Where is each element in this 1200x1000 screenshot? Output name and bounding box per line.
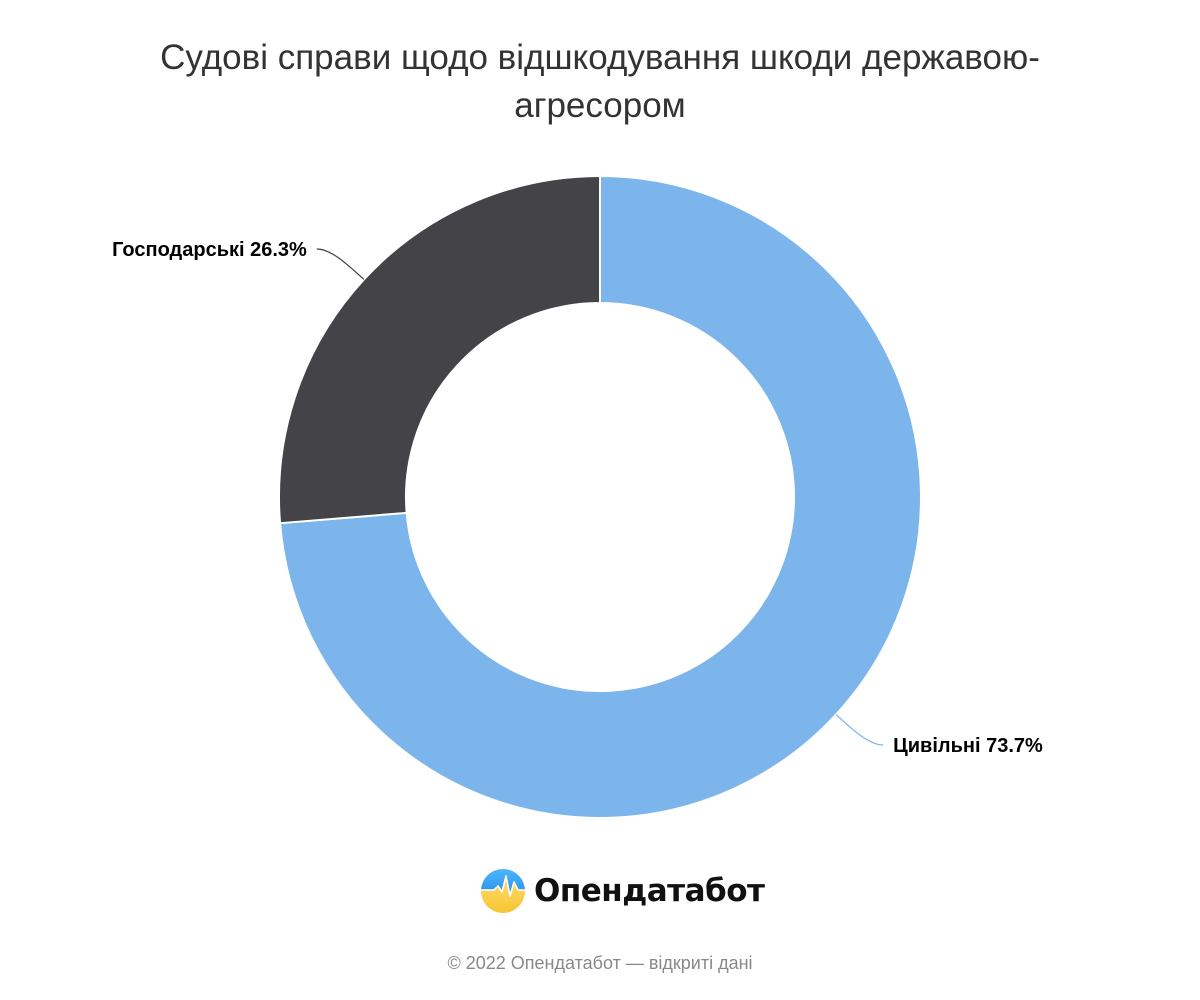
connector-0 xyxy=(835,714,884,746)
connector-1 xyxy=(316,248,365,280)
slice-0[interactable] xyxy=(279,175,922,819)
opendatabot-logo[interactable]: Опендатабот xyxy=(480,867,765,915)
chart-title: Судові справи щодо відшкодування шкоди д… xyxy=(160,38,1040,125)
footer-copyright: © 2022 Опендатабот — відкриті дані xyxy=(447,953,753,973)
slices-layer xyxy=(278,175,922,819)
logo-text: Опендатабот xyxy=(534,873,765,909)
data-label-0: Цивільні 73.7% xyxy=(893,735,1043,757)
labels-layer: Цивільні 73.7% Господарські 26.3% xyxy=(112,239,1043,757)
slice-1[interactable] xyxy=(278,175,601,525)
opendatabot-logo-icon xyxy=(481,869,525,913)
data-label-1: Господарські 26.3% xyxy=(112,239,307,261)
